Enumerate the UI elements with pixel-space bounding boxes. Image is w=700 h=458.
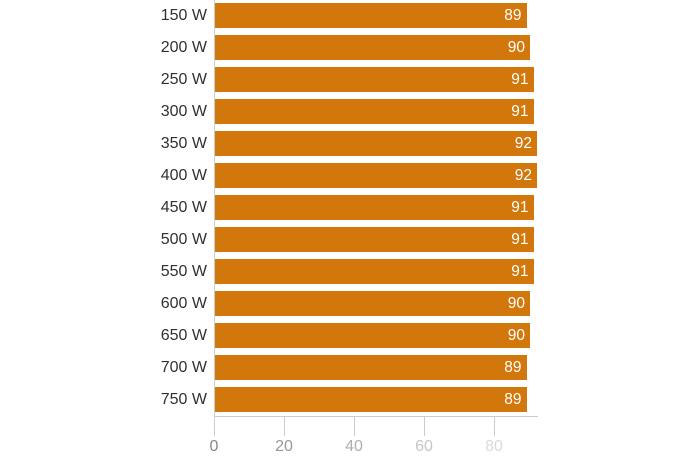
x-axis-line (214, 416, 538, 417)
x-axis-tick (354, 417, 355, 436)
value-label: 91 (511, 262, 529, 280)
bar: 90 (215, 291, 530, 316)
bar: 92 (215, 163, 537, 188)
category-label: 450 W (160, 198, 207, 216)
x-axis-tick-label: 60 (415, 438, 433, 455)
x-axis-tick-label: 80 (485, 438, 503, 455)
value-label: 89 (504, 6, 522, 24)
category-label: 300 W (160, 102, 207, 120)
value-label: 90 (507, 38, 525, 56)
bar: 89 (215, 3, 527, 28)
bar: 89 (215, 355, 527, 380)
bar: 90 (215, 35, 530, 60)
category-label: 600 W (160, 294, 207, 312)
value-label: 91 (511, 70, 529, 88)
value-label: 90 (507, 294, 525, 312)
x-axis-tick (214, 417, 215, 436)
x-axis-tick (494, 417, 495, 436)
category-label: 550 W (160, 262, 207, 280)
x-axis-tick-label: 20 (275, 438, 293, 455)
bar: 91 (215, 259, 534, 284)
category-label: 750 W (160, 390, 207, 408)
bar: 89 (215, 387, 527, 412)
value-label: 92 (514, 166, 532, 184)
value-label: 89 (504, 358, 522, 376)
x-axis-tick (284, 417, 285, 436)
value-label: 90 (507, 326, 525, 344)
category-label: 500 W (160, 230, 207, 248)
category-label: 400 W (160, 166, 207, 184)
y-axis-line (214, 0, 215, 416)
x-axis-tick (424, 417, 425, 436)
value-label: 91 (511, 102, 529, 120)
category-label: 700 W (160, 358, 207, 376)
category-label: 250 W (160, 70, 207, 88)
bar: 91 (215, 227, 534, 252)
category-label: 350 W (160, 134, 207, 152)
bar: 91 (215, 195, 534, 220)
category-label: 150 W (160, 6, 207, 24)
bar: 91 (215, 67, 534, 92)
x-axis-tick-label: 40 (345, 438, 363, 455)
value-label: 91 (511, 198, 529, 216)
value-label: 92 (514, 134, 532, 152)
value-label: 89 (504, 390, 522, 408)
category-label: 200 W (160, 38, 207, 56)
value-label: 91 (511, 230, 529, 248)
x-axis-tick-label: 0 (209, 438, 219, 455)
bar: 90 (215, 323, 530, 348)
category-label: 650 W (160, 326, 207, 344)
bar: 92 (215, 131, 537, 156)
bar: 91 (215, 99, 534, 124)
